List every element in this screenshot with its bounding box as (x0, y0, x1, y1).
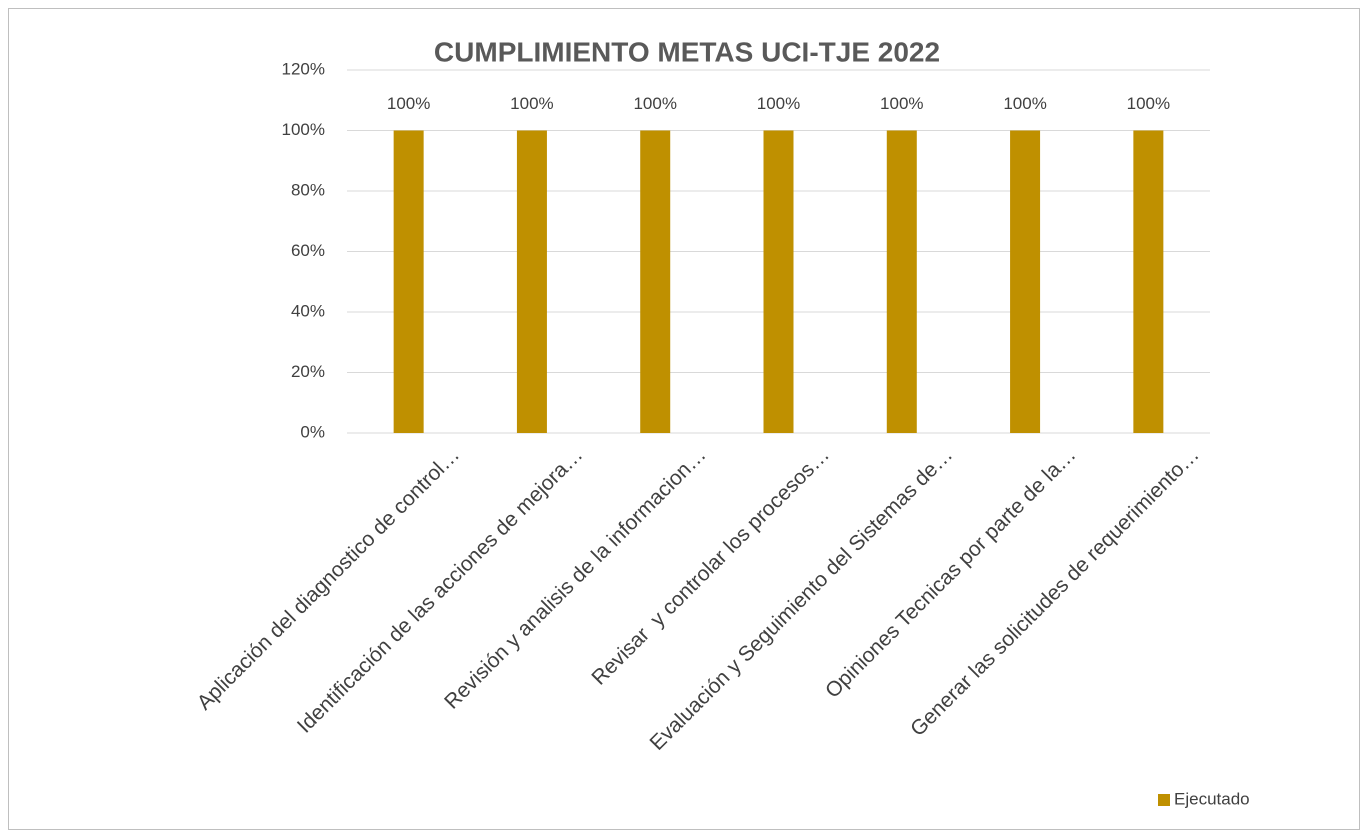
y-tick-label: 60% (291, 241, 325, 260)
bar (1010, 130, 1041, 433)
data-label: 100% (1127, 94, 1170, 113)
data-label: 100% (880, 94, 923, 113)
data-label: 100% (387, 94, 430, 113)
y-tick-label: 20% (291, 362, 325, 381)
bar (763, 130, 794, 433)
bar (393, 130, 424, 433)
bar (516, 130, 547, 433)
legend-label: Ejecutado (1174, 789, 1250, 808)
y-tick-label: 120% (282, 59, 325, 78)
y-tick-label: 80% (291, 180, 325, 199)
data-label: 100% (510, 94, 553, 113)
data-label: 100% (757, 94, 800, 113)
bar (886, 130, 917, 433)
legend-swatch (1158, 794, 1170, 806)
y-tick-label: 0% (300, 422, 325, 441)
data-label: 100% (633, 94, 676, 113)
bar (640, 130, 671, 433)
bar (1133, 130, 1164, 433)
data-label: 100% (1003, 94, 1046, 113)
y-tick-label: 40% (291, 301, 325, 320)
chart-title: CUMPLIMIENTO METAS UCI-TJE 2022 (434, 36, 940, 67)
y-tick-label: 100% (282, 120, 325, 139)
